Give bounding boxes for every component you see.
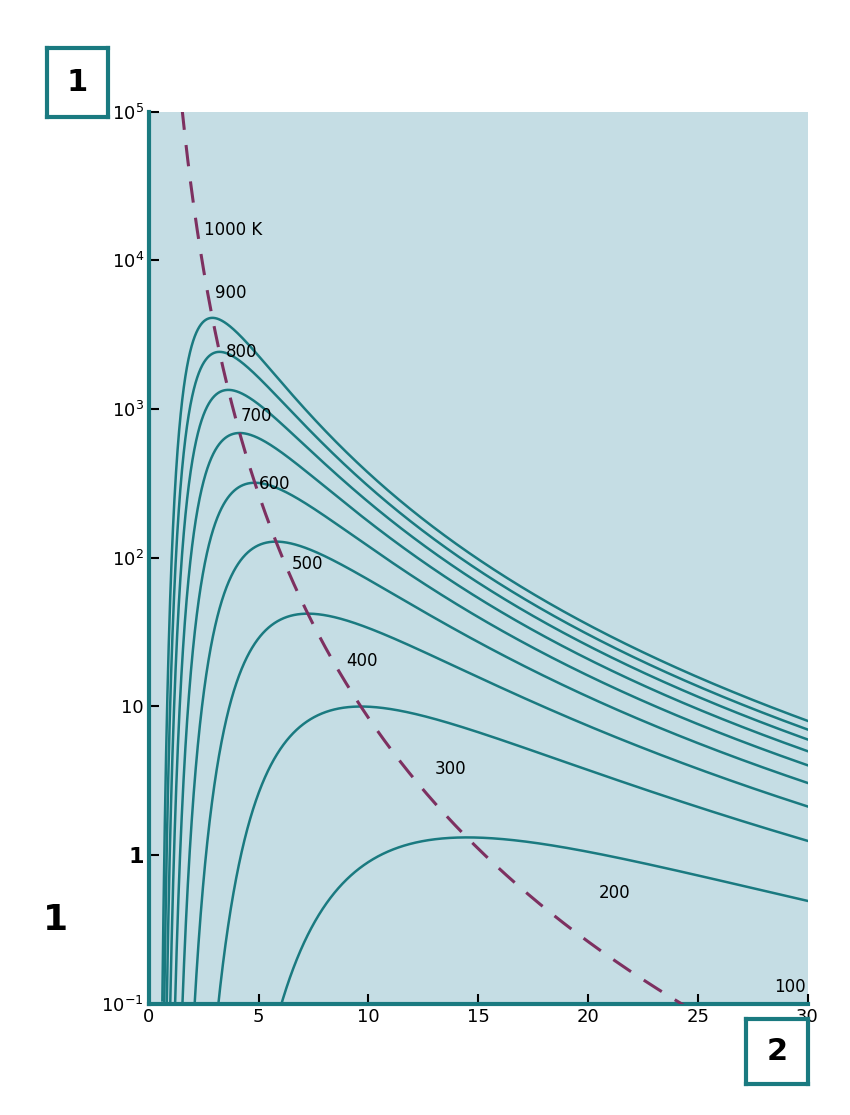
Text: 600: 600: [258, 475, 290, 494]
Text: 1: 1: [66, 68, 88, 97]
Text: 200: 200: [599, 884, 631, 902]
Text: 100: 100: [774, 978, 806, 996]
Text: 500: 500: [292, 555, 323, 573]
Text: 2: 2: [767, 1037, 787, 1066]
Text: 400: 400: [347, 652, 378, 670]
Text: 700: 700: [241, 407, 273, 425]
Text: 1000 K: 1000 K: [204, 221, 262, 239]
Text: 800: 800: [225, 343, 257, 361]
Text: 900: 900: [214, 284, 246, 302]
Text: 300: 300: [434, 759, 466, 777]
Text: 1: 1: [42, 903, 68, 937]
